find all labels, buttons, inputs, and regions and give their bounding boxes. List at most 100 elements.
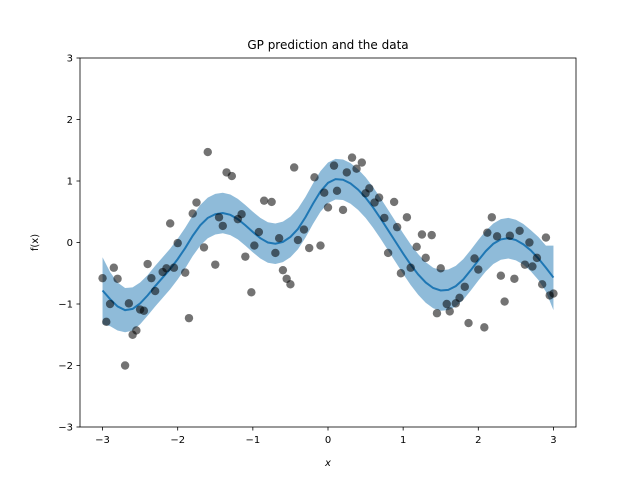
data-point <box>329 161 339 170</box>
data-point <box>214 213 224 222</box>
x-tick-label: −2 <box>170 435 185 446</box>
data-point <box>537 280 547 289</box>
data-point <box>247 288 256 297</box>
data-point <box>389 197 399 207</box>
data-point <box>383 248 393 258</box>
x-tick-label: 3 <box>550 435 556 446</box>
data-point <box>254 227 264 237</box>
data-point <box>528 262 537 271</box>
data-point <box>188 209 197 218</box>
data-point <box>267 197 276 207</box>
data-point <box>218 221 227 231</box>
data-point <box>549 289 558 298</box>
data-point <box>520 260 530 269</box>
y-tick-label: −1 <box>58 300 73 311</box>
data-point <box>162 264 171 273</box>
data-point <box>500 297 509 306</box>
data-point <box>347 153 357 162</box>
data-point <box>124 299 134 308</box>
data-point <box>412 242 421 251</box>
x-tick-label: 1 <box>400 435 406 446</box>
data-point <box>492 232 502 241</box>
data-point <box>98 273 107 283</box>
y-tick-label: 0 <box>67 238 73 249</box>
data-point <box>286 280 295 289</box>
data-point <box>143 259 152 269</box>
data-point <box>392 222 402 232</box>
data-point <box>120 361 130 370</box>
x-tick-label: 0 <box>325 435 331 446</box>
data-point <box>357 158 367 167</box>
y-tick-label: 1 <box>67 177 73 188</box>
data-point <box>259 196 269 205</box>
y-tick-label: 2 <box>67 115 73 126</box>
data-point <box>380 213 389 223</box>
data-point <box>332 186 342 196</box>
data-point <box>525 238 534 247</box>
data-point <box>460 282 469 291</box>
data-point <box>289 163 299 172</box>
data-point <box>199 243 209 252</box>
data-point <box>293 235 303 245</box>
data-point <box>402 213 412 222</box>
data-point <box>278 265 288 275</box>
x-tick-label: −1 <box>245 435 260 446</box>
data-point <box>150 286 160 296</box>
data-point <box>464 318 473 328</box>
data-point <box>417 230 427 239</box>
data-point <box>113 274 122 283</box>
x-tick-label: −3 <box>95 435 110 446</box>
data-point <box>105 299 115 309</box>
data-point <box>310 173 319 182</box>
data-point <box>109 263 119 272</box>
data-point <box>421 253 430 263</box>
data-point <box>480 323 489 332</box>
data-point <box>445 307 454 316</box>
plot-area <box>98 147 558 370</box>
data-point <box>250 241 259 250</box>
data-point <box>316 241 325 250</box>
data-point <box>541 233 551 242</box>
data-point <box>532 253 542 263</box>
data-point <box>342 168 351 177</box>
data-point <box>396 269 406 278</box>
x-axis: −3 −2 −1 0 1 2 3 <box>95 427 557 446</box>
data-point <box>132 326 141 335</box>
data-point <box>181 268 190 277</box>
y-axis-label: f(x) <box>30 234 41 251</box>
x-axis-label: x <box>324 458 331 469</box>
data-point <box>374 193 384 202</box>
y-tick-label: −3 <box>58 423 73 434</box>
y-axis: −3 −2 −1 0 1 2 3 <box>58 54 80 434</box>
data-point <box>299 225 309 234</box>
y-tick-label: 3 <box>67 54 73 65</box>
data-point <box>184 313 194 323</box>
data-point <box>211 260 220 269</box>
data-point <box>442 299 451 309</box>
data-point <box>496 271 506 280</box>
data-point <box>487 213 497 222</box>
data-point <box>352 164 361 173</box>
data-point <box>455 293 464 303</box>
data-point <box>173 238 182 248</box>
data-point <box>165 219 175 228</box>
chart-title: GP prediction and the data <box>247 38 408 52</box>
data-point <box>227 171 237 181</box>
data-point <box>365 184 374 193</box>
data-point <box>427 230 436 240</box>
data-point <box>505 231 515 240</box>
data-point <box>241 252 250 261</box>
data-point <box>338 205 348 215</box>
data-point <box>203 147 212 157</box>
data-point <box>320 188 329 197</box>
data-point <box>237 210 246 219</box>
y-tick-label: −2 <box>58 361 73 372</box>
data-point <box>169 263 179 272</box>
data-point <box>436 264 445 273</box>
data-point <box>474 265 483 274</box>
data-point <box>510 274 519 283</box>
data-point <box>305 243 314 253</box>
data-point <box>470 254 479 263</box>
